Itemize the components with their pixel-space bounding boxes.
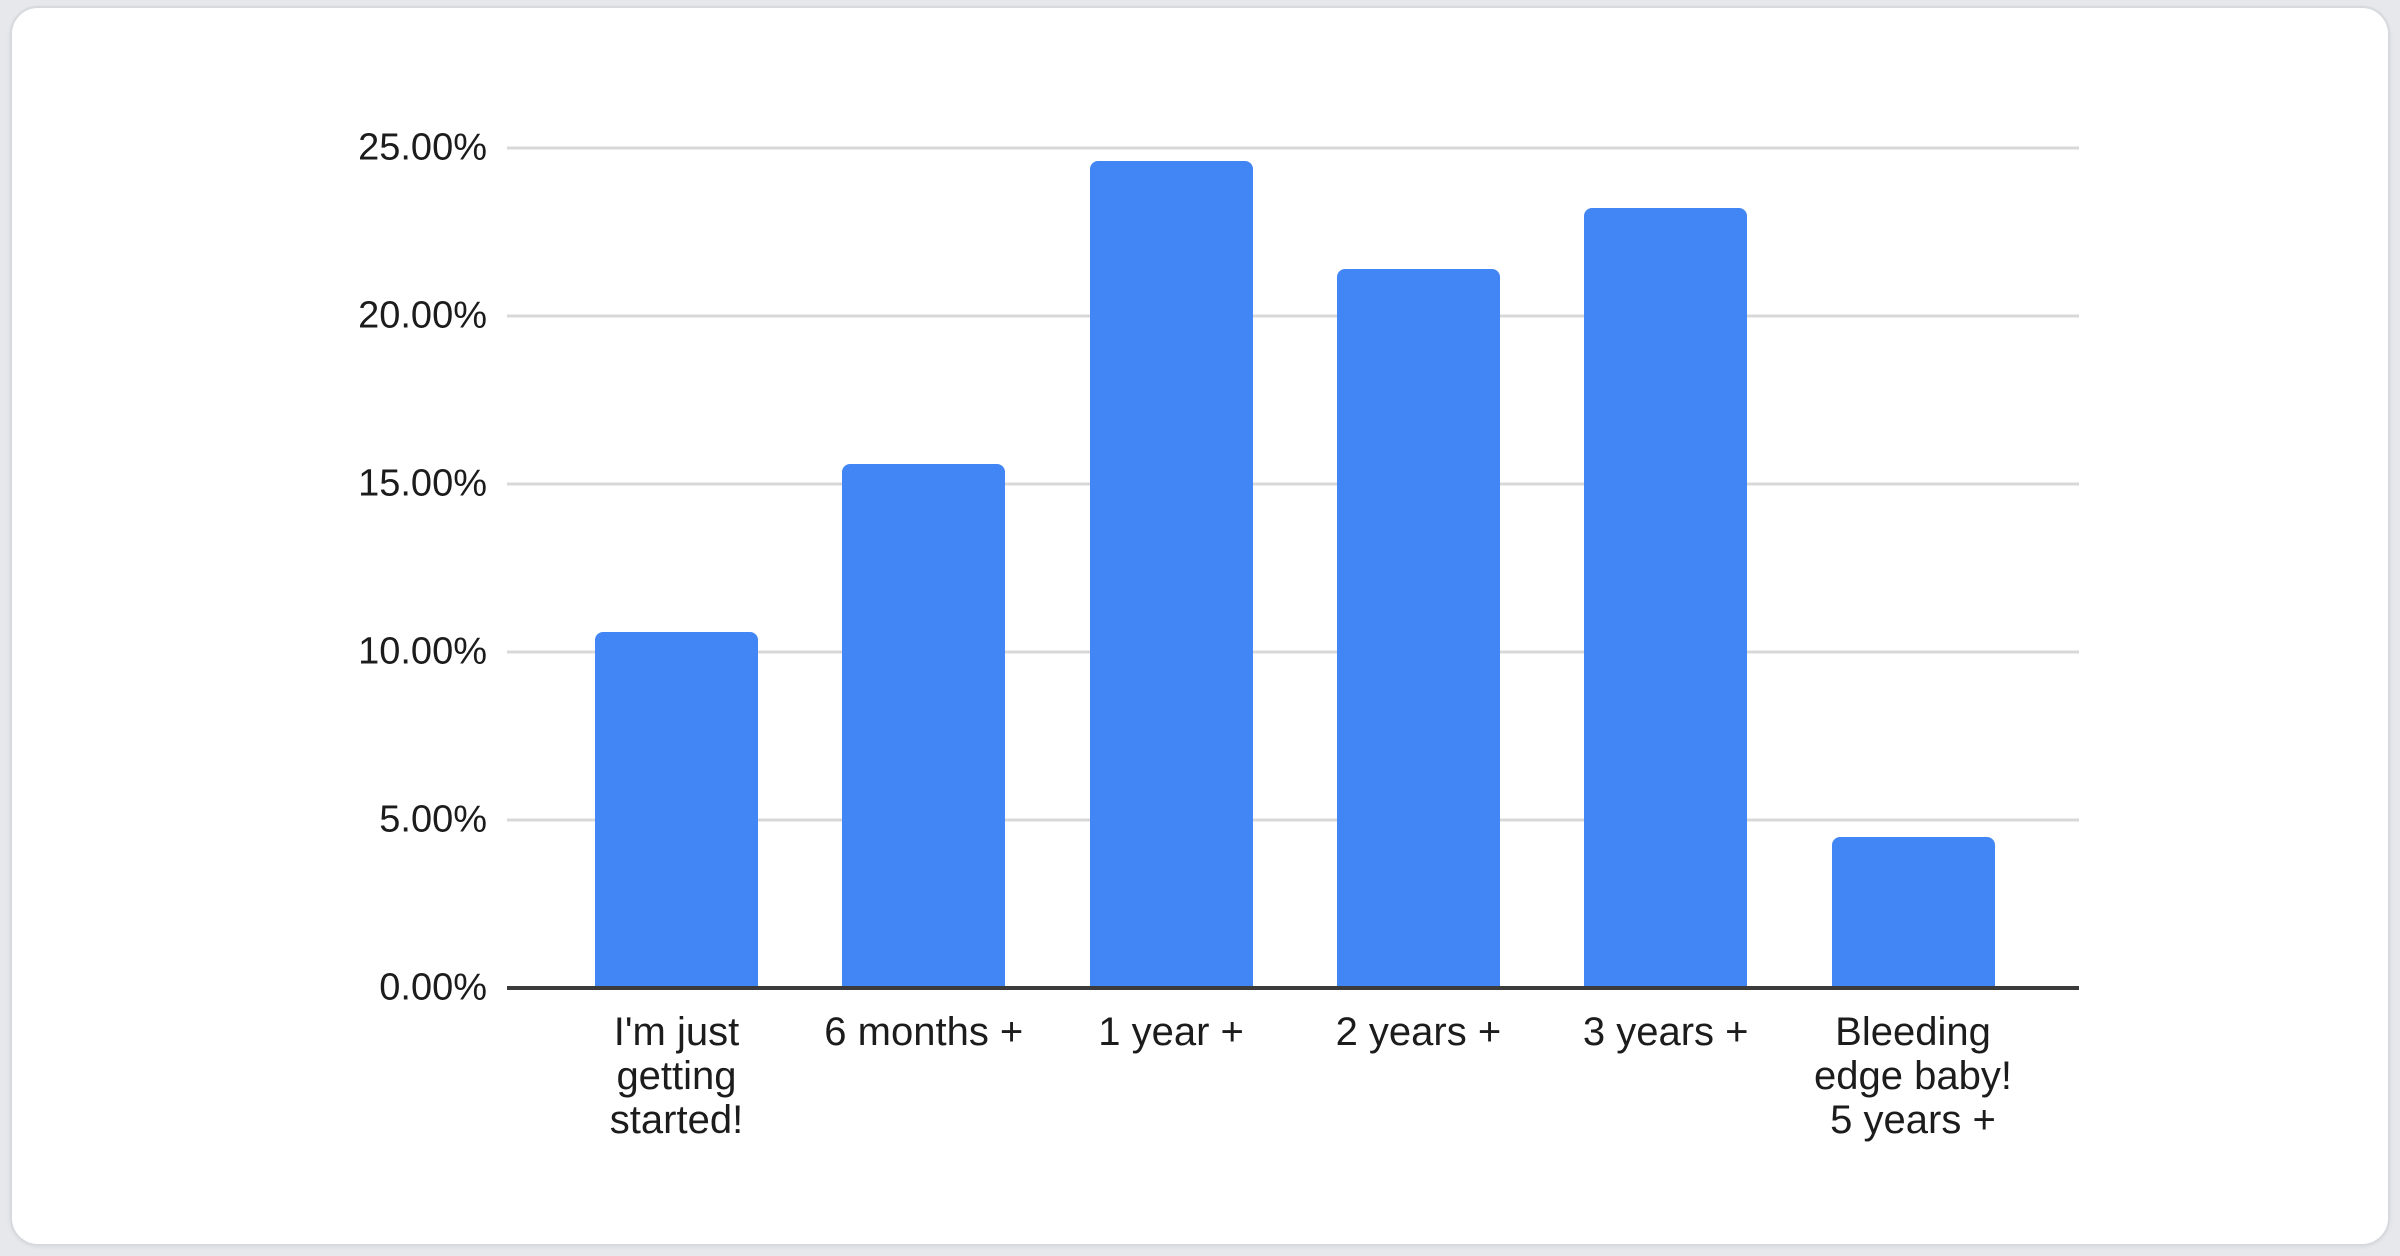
plot-area [507, 146, 2079, 990]
bar-chart: 25.00% 20.00% 15.00% 10.00% 5.00% 0.00% I'm j… [12, 8, 2388, 1244]
gridline [507, 818, 2079, 822]
chart-bar [595, 631, 758, 988]
x-axis-category-label: 1 year + [1098, 1010, 1244, 1054]
y-axis-tick-label: 20.00% [358, 294, 487, 337]
x-axis-category-label: 6 months + [824, 1010, 1024, 1054]
x-axis-category-label: I'm just getting started! [609, 1010, 744, 1142]
y-axis: 25.00% 20.00% 15.00% 10.00% 5.00% 0.00% [162, 127, 487, 1009]
chart-bar [1584, 208, 1748, 988]
y-axis-tick-label: 0.00% [379, 966, 487, 1009]
gridline [507, 314, 2079, 318]
chart-card: 25.00% 20.00% 15.00% 10.00% 5.00% 0.00% I'm j… [10, 6, 2390, 1246]
y-axis-tick-label: 15.00% [358, 462, 487, 505]
x-axis-category-label: 3 years + [1582, 1010, 1749, 1054]
gridline [507, 146, 2079, 150]
x-axis-category-label: 2 years + [1335, 1010, 1502, 1054]
x-axis-category-label: Bleeding edge baby! 5 years + [1814, 1010, 2012, 1142]
gridline [507, 650, 2079, 654]
x-axis-line [507, 986, 2079, 990]
gridline [507, 482, 2079, 486]
chart-bar [1831, 836, 1995, 988]
y-axis-tick-label: 25.00% [358, 126, 487, 169]
y-axis-tick-label: 5.00% [379, 798, 487, 841]
chart-bar [1089, 161, 1253, 988]
chart-bar [842, 463, 1006, 988]
chart-bar [1336, 268, 1500, 988]
y-axis-tick-label: 10.00% [358, 630, 487, 673]
